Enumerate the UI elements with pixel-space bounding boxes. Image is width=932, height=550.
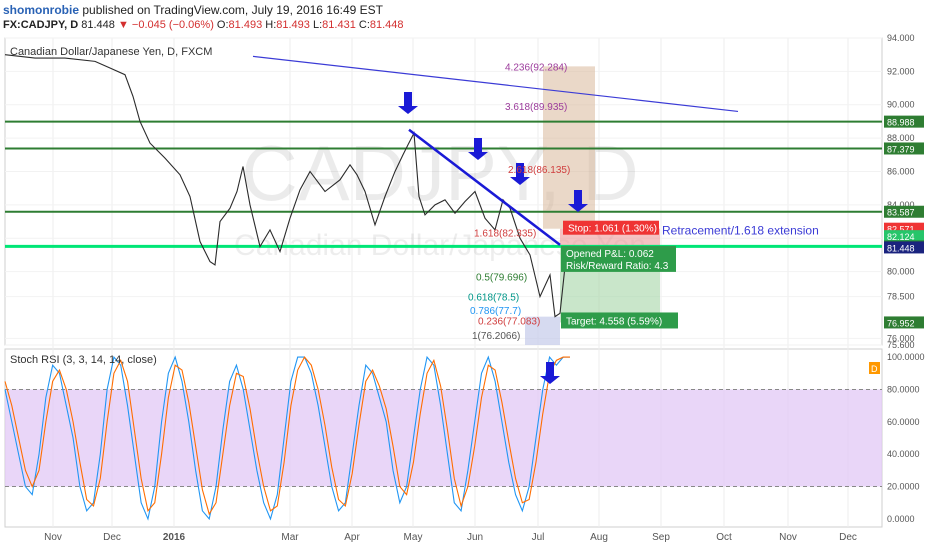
ohlc-high-label: H: — [265, 19, 277, 31]
fib-label: 1.618(82.335) — [474, 229, 536, 240]
pnl-box — [561, 245, 676, 272]
down-trendline — [408, 128, 561, 246]
ohlc-close-label: C: — [358, 19, 370, 31]
y-tick-label: 86.000 — [887, 166, 915, 176]
stoch-y-tick: 100.0000 — [887, 352, 925, 362]
y-tick-label: 78.500 — [887, 292, 915, 302]
stoch-d-line — [4, 356, 570, 516]
interval-badge: D — [871, 364, 878, 374]
rr-label: Risk/Reward Ratio: 4.3 — [566, 261, 669, 272]
annotation-text: Retracement/1.618 extension — [662, 224, 819, 238]
published-text: published on TradingView.com, July 19, 2… — [82, 3, 383, 17]
long-trendline — [252, 55, 739, 113]
x-tick-label: May — [404, 532, 423, 543]
y-tick-label: 84.000 — [887, 200, 915, 210]
fib-label: 4.236(92.284) — [505, 63, 567, 74]
y-tick-label: 76.000 — [887, 333, 915, 343]
fib-label: 1(76.2066) — [472, 331, 520, 342]
x-tick-label: Mar — [281, 532, 299, 543]
down-arrow-marker — [540, 362, 560, 384]
last-price: 81.448 — [81, 19, 115, 31]
x-tick-label: Dec — [839, 532, 857, 543]
stop-label: Stop: 1.061 (1.30%) — [568, 224, 657, 235]
fib-label: 0.786(77.7) — [470, 306, 521, 317]
ohlc-low: 81.431 — [322, 19, 356, 31]
ohlc-low-label: L: — [312, 19, 323, 31]
target-box — [561, 312, 678, 329]
price-tag-box — [884, 205, 924, 218]
down-arrow-marker — [510, 163, 530, 185]
x-tick-label: Nov — [779, 532, 797, 543]
price-tag: 81.448 — [887, 243, 915, 253]
fib-label: 0.5(79.696) — [476, 273, 527, 284]
x-tick-label: 2016 — [163, 532, 186, 543]
target-label: Target: 4.558 (5.59%) — [566, 316, 662, 327]
ohlc-high: 81.493 — [276, 19, 310, 31]
price-tag: 87.379 — [887, 144, 915, 154]
stoch-title: Stoch RSI (3, 3, 14, 14, close) — [10, 354, 157, 366]
x-tick-label: Nov — [44, 532, 62, 543]
fib-label: 0.236(77.083) — [478, 316, 540, 327]
down-arrow-marker — [468, 138, 488, 160]
stoch-y-tick: 20.0000 — [887, 482, 920, 492]
stop-box — [563, 220, 659, 235]
change: ▼ −0.045 (−0.06%) — [117, 19, 214, 31]
symbol-line: FX:CADJPY, D 81.448 ▼ −0.045 (−0.06%) O:… — [3, 19, 404, 31]
price-tag: 76.952 — [887, 318, 915, 328]
y-tick-label: 80.000 — [887, 267, 915, 277]
down-arrow-marker — [398, 92, 418, 114]
ohlc-open-label: O: — [216, 19, 229, 31]
ohlc-open: 81.493 — [228, 19, 263, 31]
fib-label: 2.618(86.135) — [508, 165, 570, 176]
x-tick-label: Apr — [344, 532, 360, 543]
stoch-y-tick: 60.0000 — [887, 417, 920, 427]
price-tag: 82.124 — [887, 232, 915, 242]
price-tag: 88.988 — [887, 118, 915, 128]
down-arrow-marker — [568, 190, 588, 212]
y-tick-label: 94.000 — [887, 33, 915, 43]
x-tick-label: Jun — [467, 532, 483, 543]
price-tag: 83.587 — [887, 208, 915, 218]
stoch-k-line — [4, 355, 570, 521]
x-tick-label: Sep — [652, 532, 670, 543]
price-tag-box — [884, 241, 924, 254]
price-tag-box — [884, 142, 924, 155]
y-tick-label: 88.000 — [887, 133, 915, 143]
price-tag-box — [884, 316, 924, 329]
ohlc-close: 81.448 — [369, 19, 404, 31]
y-tick-label: 92.000 — [887, 66, 915, 76]
stoch-y-tick: 40.0000 — [887, 449, 920, 459]
price-tag: 82.571 — [887, 225, 915, 235]
fib-label: 3.618(89.935) — [505, 102, 567, 113]
date-range-box — [525, 316, 560, 345]
price-tag-box — [884, 230, 924, 243]
y-tick-label: 90.000 — [887, 100, 915, 110]
stoch-y-tick: 80.0000 — [887, 384, 920, 394]
symbol[interactable]: FX:CADJPY, D — [3, 19, 79, 31]
author-link[interactable]: shomonrobie — [3, 3, 80, 17]
x-tick-label: Dec — [103, 532, 121, 543]
fib-label: 0.618(78.5) — [468, 293, 519, 304]
stoch-y-tick: 0.0000 — [887, 514, 915, 524]
y-tick-label: 75.600 — [887, 340, 915, 350]
main-chart-title: Canadian Dollar/Japanese Yen, D, FXCM — [10, 46, 212, 58]
price-tag-box — [884, 115, 924, 128]
interval-badge-box — [869, 362, 880, 374]
x-tick-label: Aug — [590, 532, 608, 543]
pnl-label: Opened P&L: 0.062 — [566, 249, 654, 260]
x-tick-label: Oct — [716, 532, 732, 543]
x-tick-label: Jul — [532, 532, 545, 543]
publisher-line: shomonrobie published on TradingView.com… — [3, 3, 383, 17]
